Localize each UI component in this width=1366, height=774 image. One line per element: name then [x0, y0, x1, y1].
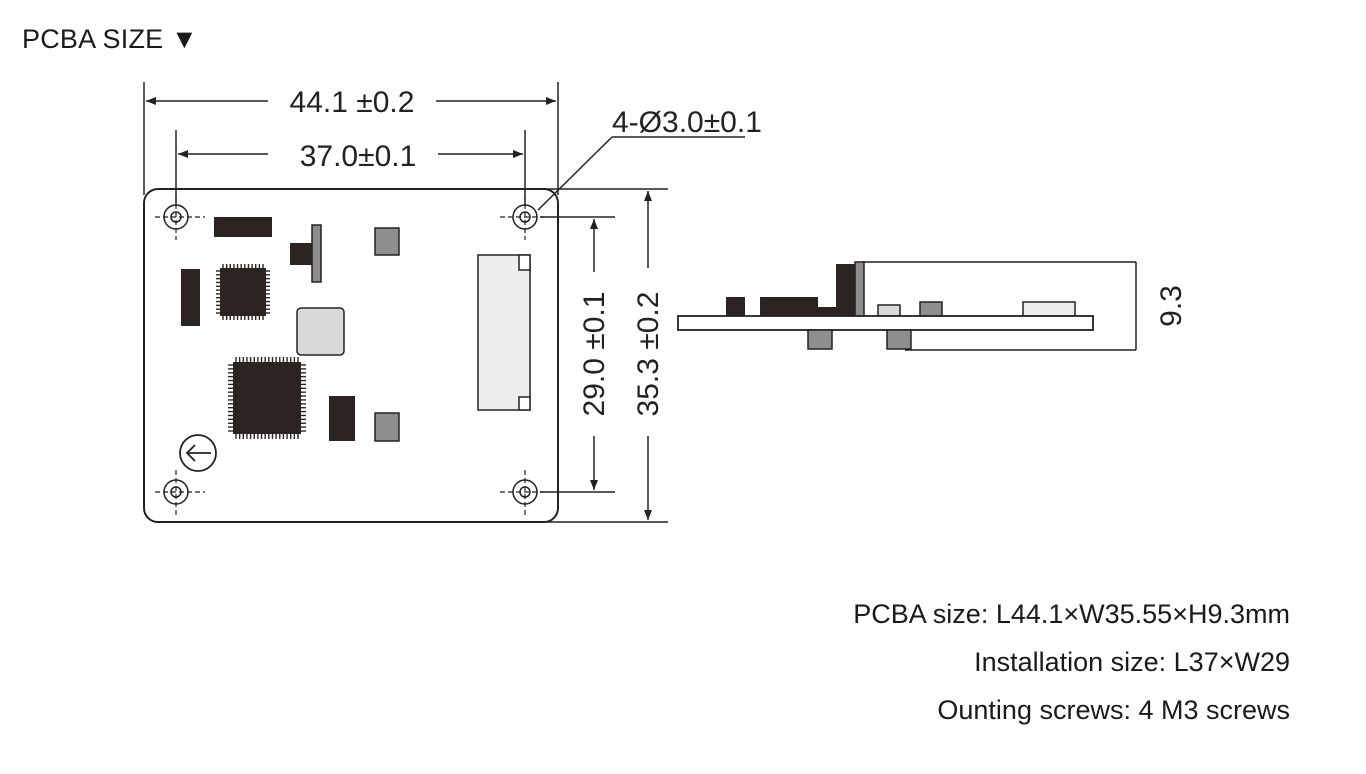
ic-chip-large [228, 357, 306, 439]
switch-body [290, 243, 314, 265]
installation-size-note: Installation size: L37×W29 [974, 647, 1290, 677]
overall-width-label: 35.3 ±0.2 [632, 292, 665, 417]
ic-chip-small [216, 264, 270, 320]
component-dark-block [329, 396, 355, 441]
component-grey-square-bottom [374, 412, 400, 442]
side-board [677, 315, 1094, 331]
orientation-arrow-icon [179, 434, 217, 472]
spec-notes: PCBA size: L44.1×W35.55×H9.3mm Installat… [853, 590, 1290, 734]
component-grey-square-top [374, 227, 400, 256]
mounting-screws-note: Ounting screws: 4 M3 screws [937, 695, 1290, 725]
pcba-size-note: PCBA size: L44.1×W35.55×H9.3mm [853, 599, 1290, 629]
board-outline [143, 188, 559, 523]
mounting-hole-top-right [500, 196, 548, 240]
component-vertical-strip [181, 269, 200, 326]
mounting-hole-bottom-right [500, 470, 548, 515]
hole-spacing-width-label: 29.0 ±0.1 [578, 292, 611, 417]
mounting-hole-top-left [155, 196, 205, 240]
side-view: 9.3 [677, 261, 1188, 351]
page-title: PCBA SIZE ▼ [22, 24, 198, 54]
height-label: 9.3 [1155, 285, 1188, 327]
component-light-square [296, 307, 345, 356]
connector-socket [477, 254, 531, 411]
overall-length-label: 44.1 ±0.2 [290, 86, 415, 119]
component-dark-strip [214, 217, 272, 237]
hole-spacing-length-label: 37.0±0.1 [300, 140, 417, 173]
hole-spec-label: 4-Ø3.0±0.1 [612, 106, 762, 139]
mounting-hole-bottom-left [155, 470, 205, 515]
switch-lever [311, 224, 322, 283]
